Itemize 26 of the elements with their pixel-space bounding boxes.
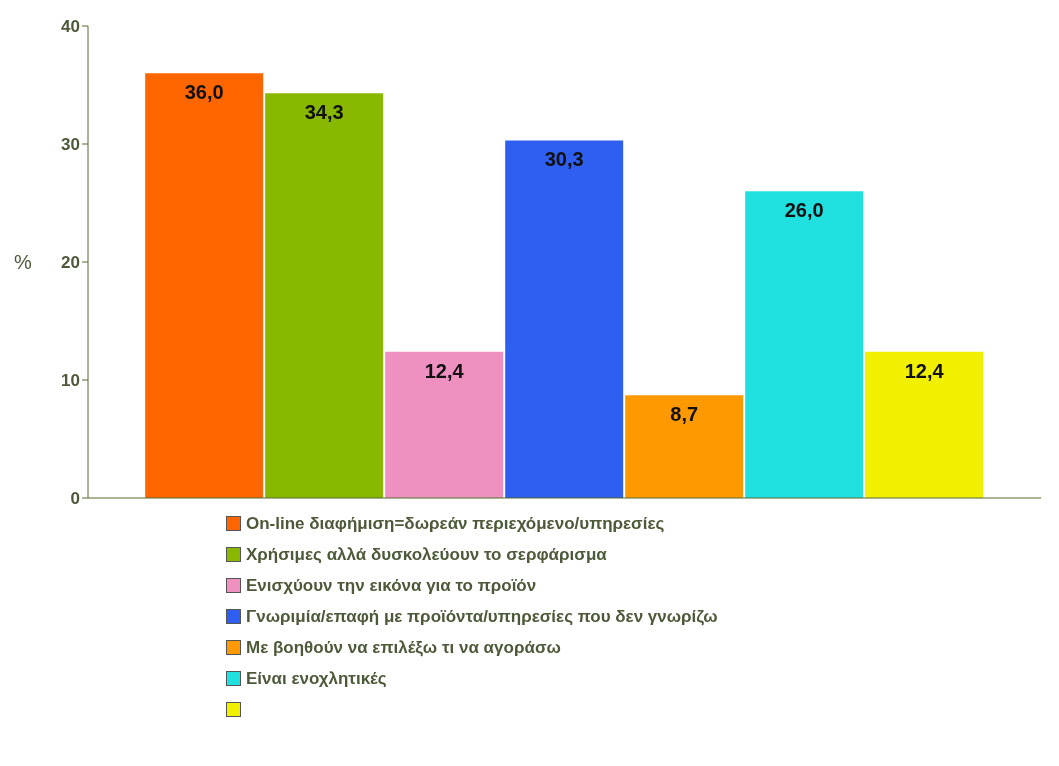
bar — [625, 395, 744, 498]
bar — [865, 351, 984, 498]
bar — [265, 93, 384, 498]
data-label: 12,4 — [424, 359, 465, 382]
legend-label: Με βοηθούν να επιλέξω τι να αγοράσω — [246, 637, 561, 658]
y-tick-label: 30 — [61, 135, 80, 155]
data-label: 8,7 — [670, 403, 699, 426]
legend-label: Γνωριμία/επαφή με προϊόντα/υπηρεσίες που δεν γνωρίζω — [246, 606, 718, 627]
data-label: 26,0 — [784, 199, 824, 222]
y-tick-label: 10 — [61, 371, 80, 391]
bar — [145, 73, 264, 498]
legend-label: On-line διαφήμιση=δωρεάν περιεχόμενο/υπηρεσίες — [246, 513, 665, 534]
y-tick-label: 0 — [70, 489, 80, 509]
legend-label: Ενισχύουν την εικόνα για το προϊόν — [246, 575, 537, 596]
data-label: 30,3 — [544, 148, 584, 171]
bar — [745, 191, 864, 498]
legend-label: Είναι ενοχλητικές — [246, 668, 387, 689]
data-label: 34,3 — [304, 101, 344, 124]
y-tick-label: 40 — [61, 17, 80, 37]
data-label: 36,0 — [184, 81, 224, 104]
y-tick-label: 20 — [61, 253, 80, 273]
bar — [385, 351, 504, 498]
legend-label: Χρήσιμες αλλά δυσκολεύουν το σερφάρισμα — [246, 544, 607, 565]
bar — [505, 140, 624, 498]
y-axis-title: % — [14, 251, 32, 274]
data-label: 12,4 — [904, 359, 945, 382]
